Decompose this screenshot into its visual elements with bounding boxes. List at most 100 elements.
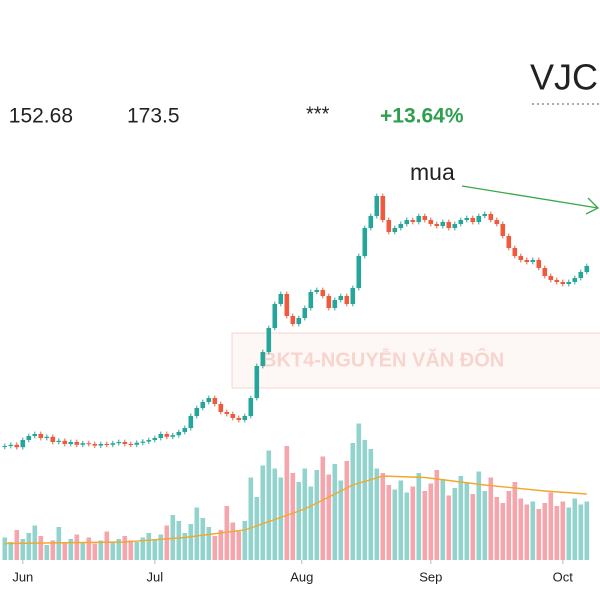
volume-bar xyxy=(380,473,386,560)
volume-bar xyxy=(500,503,506,560)
volume-bar xyxy=(92,543,98,560)
volume-bar xyxy=(272,468,278,560)
volume-bar xyxy=(566,507,572,560)
volume-bar xyxy=(452,488,458,560)
annotation-arrow xyxy=(461,185,599,209)
candle-body xyxy=(272,304,278,328)
volume-bar xyxy=(2,537,8,560)
volume-bar xyxy=(224,506,230,560)
candle-body xyxy=(260,352,266,366)
volume-bar xyxy=(140,537,146,560)
watermark: BKT4-NGUYỄN VĂN ĐÔN xyxy=(262,347,504,371)
candle-body xyxy=(566,282,572,284)
volume-bar xyxy=(326,474,332,560)
volume-bar xyxy=(392,489,398,560)
candle-body xyxy=(116,442,122,444)
volume-bar xyxy=(128,540,134,560)
candle-body xyxy=(8,444,14,446)
candle-body xyxy=(332,300,338,308)
volume-bar xyxy=(116,539,122,560)
candle-body xyxy=(392,228,398,232)
candle-body xyxy=(416,216,422,222)
arrow-head xyxy=(585,197,600,215)
candle-body xyxy=(206,398,212,402)
volume-bar xyxy=(314,470,320,560)
candle-body xyxy=(554,280,560,282)
candle-body xyxy=(398,224,404,228)
volume-bar xyxy=(554,506,560,560)
x-tick-label: Sep xyxy=(419,569,442,584)
volume-bar xyxy=(176,521,182,560)
volume-bar xyxy=(530,501,536,560)
volume-bar xyxy=(584,501,590,560)
volume-bar xyxy=(374,468,380,560)
volume-bar xyxy=(74,534,80,560)
volume-bar xyxy=(434,470,440,560)
volume-bar xyxy=(302,468,308,560)
candle-body xyxy=(290,316,296,324)
candle-body xyxy=(20,440,26,448)
volume-bar xyxy=(122,536,128,560)
candle-body xyxy=(584,266,590,272)
x-tick-label: Jul xyxy=(146,569,163,584)
volume-bar xyxy=(518,498,524,560)
candle-body xyxy=(248,398,254,416)
candle-body xyxy=(506,236,512,248)
volume-bar xyxy=(236,531,242,560)
candle-body xyxy=(278,294,284,304)
candle-body xyxy=(536,260,542,268)
header-value: 173.5 xyxy=(127,105,180,128)
candle-body xyxy=(92,444,98,446)
candle-body xyxy=(458,220,464,224)
volume-bar xyxy=(296,482,302,560)
volume-bar xyxy=(428,483,434,560)
candle-body xyxy=(320,290,326,296)
candle-body xyxy=(194,408,200,416)
volume-bar xyxy=(290,473,296,560)
candle-body xyxy=(182,428,188,432)
volume-bar xyxy=(488,477,494,560)
volume-bar xyxy=(578,504,584,560)
volume-bar xyxy=(146,533,152,560)
candle-body xyxy=(362,228,368,256)
candle-body xyxy=(50,436,56,442)
volume-bar xyxy=(446,495,452,560)
volume-bar xyxy=(44,545,50,560)
candle-body xyxy=(512,248,518,256)
candle-body xyxy=(560,282,566,284)
volume-bar xyxy=(14,530,20,560)
volume-bar xyxy=(368,449,374,560)
volume-bar xyxy=(512,482,518,560)
volume-bar xyxy=(350,443,356,560)
volume-bar xyxy=(110,542,116,560)
candle-body xyxy=(524,260,530,262)
volume-bar xyxy=(200,518,206,560)
volume-bar xyxy=(182,533,188,560)
volume-bar xyxy=(410,486,416,560)
volume-bar xyxy=(464,482,470,560)
volume-bar xyxy=(20,539,26,560)
candle-body xyxy=(38,434,44,438)
candle-body xyxy=(440,222,446,226)
volume-bar xyxy=(470,494,476,560)
candle-body xyxy=(308,292,314,308)
candle-body xyxy=(170,435,176,437)
volume-bar xyxy=(254,497,260,560)
candle-body xyxy=(86,443,92,445)
volume-bar xyxy=(476,471,482,560)
candle-body xyxy=(434,224,440,226)
volume-bar xyxy=(284,446,290,560)
candle-body xyxy=(446,222,452,228)
candle-body xyxy=(302,308,308,318)
candle-body xyxy=(518,256,524,260)
volume-bar xyxy=(440,479,446,560)
candle-body xyxy=(158,434,164,438)
candle-body xyxy=(296,318,302,324)
volume-bar xyxy=(404,492,410,560)
candle-body xyxy=(374,196,380,216)
candle-body xyxy=(104,444,110,445)
volume-bar xyxy=(62,543,68,560)
candle-body xyxy=(380,196,386,220)
volume-bar xyxy=(68,539,74,560)
volume-bar xyxy=(548,492,554,560)
